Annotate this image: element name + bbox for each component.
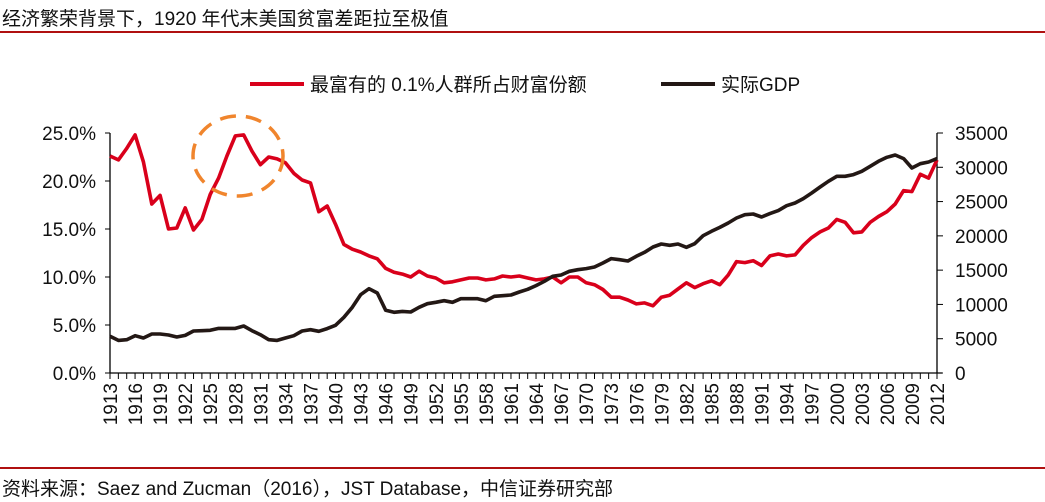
x-tick-label: 1961 <box>502 383 523 425</box>
x-tick-label: 1937 <box>301 383 322 425</box>
chart-title: 经济繁荣背景下，1920 年代末美国贫富差距拉至极值 <box>2 9 449 30</box>
x-tick-label: 1922 <box>176 383 197 425</box>
x-tick-label: 1958 <box>477 383 498 425</box>
x-tick-label: 1973 <box>602 383 623 425</box>
x-tick-label: 1928 <box>226 383 247 425</box>
right-tick-label: 0 <box>955 364 966 385</box>
left-tick-label: 0.0% <box>53 364 96 385</box>
x-tick-label: 1943 <box>352 383 373 425</box>
x-tick-label: 2006 <box>878 383 899 425</box>
x-tick-label: 1964 <box>527 383 548 426</box>
left-tick-label: 25.0% <box>42 124 96 145</box>
legend-label-real-gdp: 实际GDP <box>721 74 800 96</box>
title-divider <box>0 31 1045 33</box>
x-tick-label: 2003 <box>853 383 874 425</box>
left-tick-label: 5.0% <box>53 316 96 337</box>
series-line-1 <box>109 153 938 343</box>
x-tick-label: 1967 <box>552 383 573 425</box>
x-tick-label: 2009 <box>903 383 924 425</box>
series-line-0 <box>109 133 939 308</box>
right-tick-label: 15000 <box>955 261 1008 282</box>
x-tick-label: 1985 <box>702 383 723 425</box>
source-note: 资料来源：Saez and Zucman（2016），JST Database，… <box>2 479 614 500</box>
left-tick-label: 10.0% <box>42 268 96 289</box>
x-tick-label: 1952 <box>427 383 448 425</box>
legend-label-wealth-share: 最富有的 0.1%人群所占财富份额 <box>310 74 587 96</box>
x-tick-label: 1949 <box>402 383 423 425</box>
x-tick-label: 2000 <box>828 383 849 425</box>
right-tick-label: 25000 <box>955 193 1008 214</box>
x-tick-label: 1931 <box>251 383 272 425</box>
right-tick-label: 5000 <box>955 330 997 351</box>
left-tick-label: 20.0% <box>42 172 96 193</box>
right-tick-label: 20000 <box>955 227 1008 248</box>
x-tick-label: 1919 <box>151 383 172 425</box>
x-tick-label: 1991 <box>753 383 774 425</box>
x-tick-label: 1913 <box>101 383 122 425</box>
x-tick-label: 1982 <box>677 383 698 425</box>
x-tick-label: 1979 <box>652 383 673 425</box>
x-tick-label: 1970 <box>577 383 598 425</box>
left-tick-label: 15.0% <box>42 220 96 241</box>
annotation-dashed-circle <box>191 114 285 198</box>
right-tick-label: 30000 <box>955 158 1008 179</box>
x-tick-label: 1946 <box>377 383 398 425</box>
x-tick-label: 1940 <box>327 383 348 425</box>
x-tick-label: 2012 <box>928 383 949 425</box>
x-tick-label: 1934 <box>276 383 297 426</box>
x-tick-label: 1955 <box>452 383 473 425</box>
x-tick-label: 1976 <box>627 383 648 425</box>
x-tick-label: 1994 <box>778 383 799 426</box>
right-tick-label: 10000 <box>955 295 1008 316</box>
x-tick-label: 1997 <box>803 383 824 425</box>
right-tick-label: 35000 <box>955 124 1008 145</box>
x-tick-label: 1988 <box>728 383 749 425</box>
x-tick-label: 1916 <box>126 383 147 425</box>
x-tick-label: 1925 <box>201 383 222 425</box>
source-divider <box>0 467 1045 469</box>
